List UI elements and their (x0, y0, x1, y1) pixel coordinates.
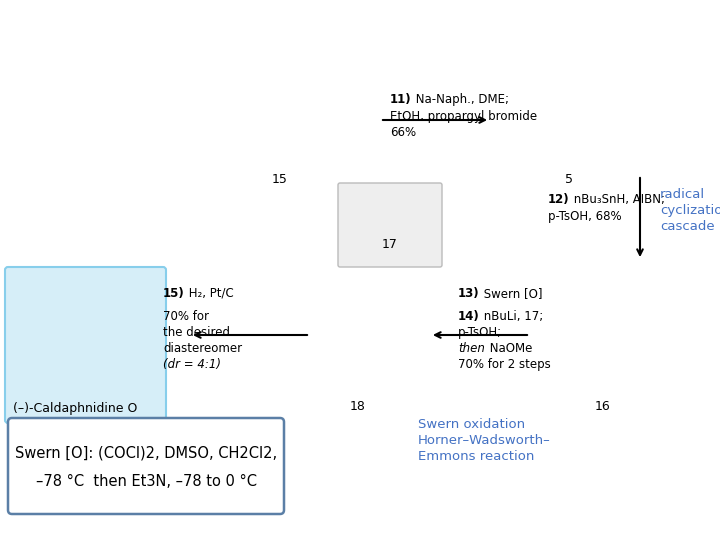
Text: –78 °C  then Et3N, –78 to 0 °C: –78 °C then Et3N, –78 to 0 °C (35, 474, 256, 489)
Text: then: then (458, 342, 485, 355)
Text: Swern [O]: Swern [O] (480, 287, 542, 300)
Text: 12): 12) (548, 193, 570, 206)
Text: nBuLi, 17;: nBuLi, 17; (480, 310, 544, 323)
Text: Swern [O]: (COCl)2, DMSO, CH2Cl2,: Swern [O]: (COCl)2, DMSO, CH2Cl2, (15, 446, 277, 460)
Text: 14): 14) (458, 310, 480, 323)
Text: Emmons reaction: Emmons reaction (418, 450, 534, 463)
Text: nBu₃SnH, AIBN;: nBu₃SnH, AIBN; (570, 193, 665, 206)
Text: p-TsOH;: p-TsOH; (458, 326, 502, 339)
Text: (dr = 4:1): (dr = 4:1) (163, 358, 221, 371)
Text: (–)-Caldaphnidine O: (–)-Caldaphnidine O (13, 402, 138, 415)
Text: 66%: 66% (390, 126, 416, 139)
Text: 16: 16 (595, 400, 611, 413)
Text: 13): 13) (458, 287, 480, 300)
Text: 18: 18 (350, 400, 366, 413)
Text: diastereomer: diastereomer (163, 342, 242, 355)
Text: Swern oxidation: Swern oxidation (418, 418, 525, 431)
FancyBboxPatch shape (5, 267, 166, 423)
Text: cyclization: cyclization (660, 204, 720, 217)
FancyBboxPatch shape (8, 418, 284, 514)
Text: H₂, Pt/C: H₂, Pt/C (185, 287, 234, 300)
Text: Horner–Wadsworth–: Horner–Wadsworth– (418, 434, 551, 447)
FancyBboxPatch shape (338, 183, 442, 267)
Text: 17: 17 (382, 238, 398, 251)
Text: 70% for: 70% for (163, 310, 209, 323)
Text: 15: 15 (272, 173, 288, 186)
Text: cascade: cascade (660, 220, 715, 233)
Text: the desired: the desired (163, 326, 230, 339)
Text: radical: radical (660, 188, 705, 201)
Text: 15): 15) (163, 287, 185, 300)
Text: EtOH, propargyl bromide: EtOH, propargyl bromide (390, 110, 537, 123)
Text: Na-Naph., DME;: Na-Naph., DME; (412, 93, 509, 106)
Text: NaOMe: NaOMe (486, 342, 532, 355)
Text: p-TsOH, 68%: p-TsOH, 68% (548, 210, 621, 223)
Text: 70% for 2 steps: 70% for 2 steps (458, 358, 551, 371)
Text: 5: 5 (565, 173, 573, 186)
Text: 11): 11) (390, 93, 412, 106)
